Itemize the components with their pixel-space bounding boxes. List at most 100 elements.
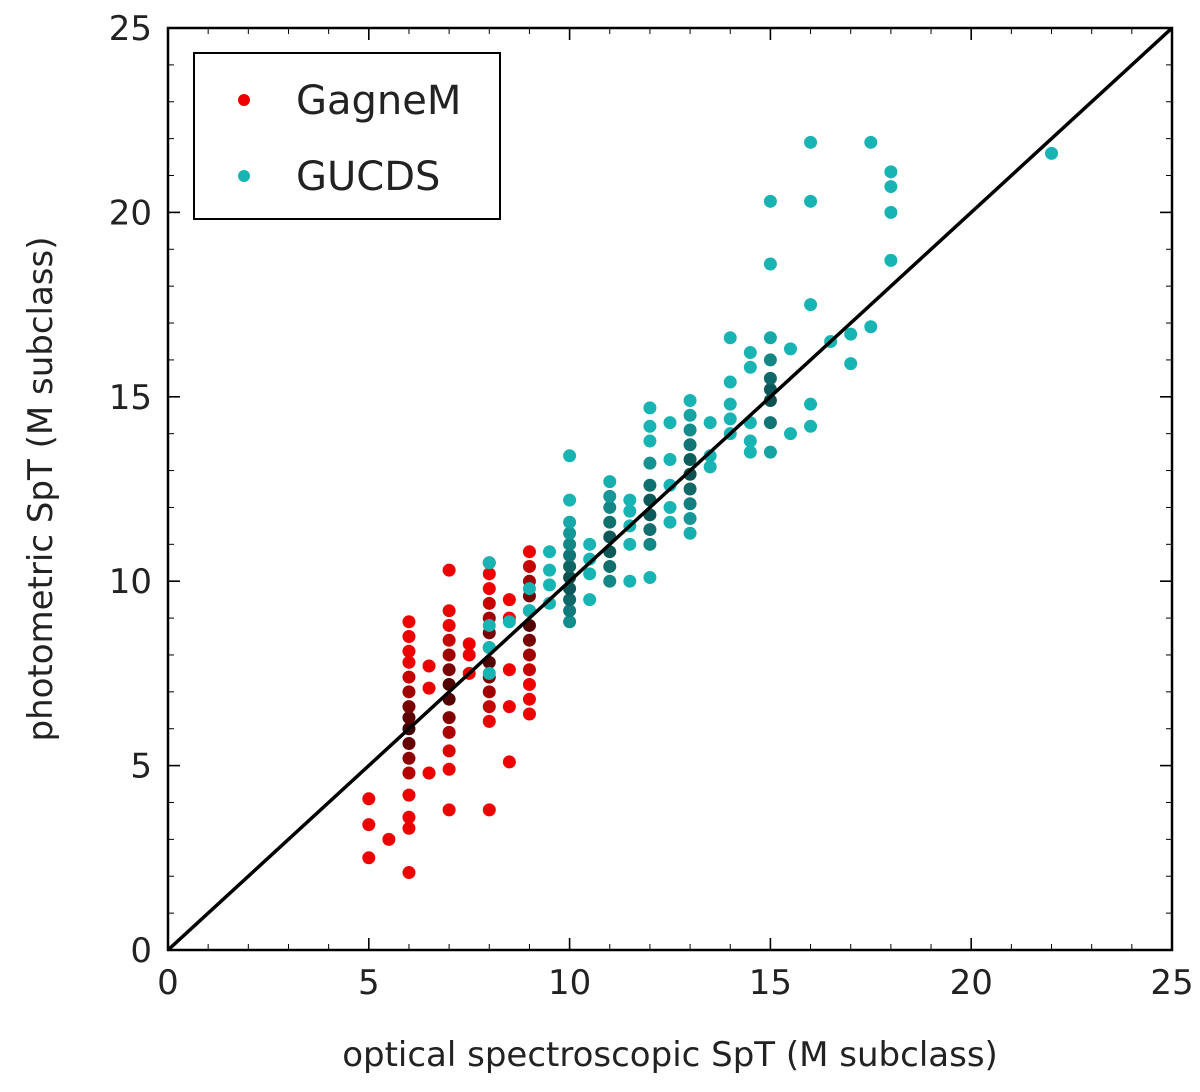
- y-tick-label: 10: [109, 562, 152, 602]
- legend-marker-gucds: [238, 170, 250, 182]
- data-point-gucds: [723, 412, 737, 426]
- data-point-gucds: [804, 397, 818, 411]
- data-point-gucds: [663, 416, 677, 430]
- data-point-gagnem: [402, 751, 416, 765]
- y-tick-label: 20: [109, 193, 152, 233]
- data-point-gagnem: [442, 663, 456, 677]
- data-point-gucds: [482, 618, 496, 632]
- data-point-gucds: [703, 460, 717, 474]
- series-gagnem: [362, 545, 536, 880]
- plot-frame: [166, 26, 1174, 952]
- y-tick-label: 5: [130, 747, 152, 787]
- data-point-gucds: [683, 408, 697, 422]
- data-point-gagnem: [422, 681, 436, 695]
- data-point-gagnem: [482, 596, 496, 610]
- data-point-gagnem: [442, 563, 456, 577]
- data-point-gucds: [563, 615, 577, 629]
- data-point-gucds: [783, 427, 797, 441]
- data-point-gucds: [804, 194, 818, 208]
- data-point-gucds: [543, 596, 557, 610]
- data-point-gagnem: [442, 711, 456, 725]
- data-point-gagnem: [522, 707, 536, 721]
- data-point-gucds: [683, 512, 697, 526]
- data-point-gagnem: [382, 832, 396, 846]
- x-tick-label: 20: [950, 963, 993, 1003]
- legend-marker-gagnem: [238, 94, 250, 106]
- data-point-gucds: [623, 493, 637, 507]
- data-point-gagnem: [402, 711, 416, 725]
- data-point-gucds: [683, 438, 697, 452]
- data-point-gucds: [743, 434, 757, 448]
- data-point-gucds: [583, 593, 597, 607]
- y-tick-label: 15: [109, 378, 152, 418]
- data-point-gucds: [643, 419, 657, 433]
- data-point-gucds: [763, 257, 777, 271]
- data-point-gucds: [603, 489, 617, 503]
- data-point-gucds: [603, 500, 617, 514]
- y-tick-labels: 0 5 10 15 20 25: [109, 9, 152, 971]
- data-point-gucds: [864, 135, 878, 149]
- data-point-gucds: [683, 497, 697, 511]
- data-point-gucds: [683, 393, 697, 407]
- data-point-gucds: [683, 526, 697, 540]
- data-point-gagnem: [502, 700, 516, 714]
- data-point-gagnem: [402, 644, 416, 658]
- data-point-gagnem: [442, 648, 456, 662]
- data-point-gucds: [563, 537, 577, 551]
- data-point-gagnem: [482, 803, 496, 817]
- x-tick-labels: 0 5 10 15 20 25: [157, 963, 1193, 1003]
- data-point-gucds: [482, 666, 496, 680]
- data-point-gagnem: [402, 766, 416, 780]
- data-point-gucds: [884, 253, 898, 267]
- legend-label-gucds: GUCDS: [296, 154, 440, 200]
- data-point-gucds: [643, 456, 657, 470]
- data-point-gagnem: [502, 593, 516, 607]
- data-point-gucds: [743, 360, 757, 374]
- data-point-gagnem: [362, 818, 376, 832]
- data-point-gagnem: [462, 648, 476, 662]
- legend-box: [193, 52, 501, 220]
- legend-label-gagnem: GagneM: [296, 78, 461, 124]
- data-point-gagnem: [482, 567, 496, 581]
- data-point-gagnem: [402, 655, 416, 669]
- x-tick-label: 25: [1150, 963, 1193, 1003]
- data-point-gagnem: [362, 792, 376, 806]
- data-point-gucds: [643, 401, 657, 415]
- data-point-gucds: [603, 574, 617, 588]
- data-point-gucds: [643, 478, 657, 492]
- data-point-gagnem: [442, 618, 456, 632]
- data-point-gucds: [543, 563, 557, 577]
- data-point-gagnem: [522, 633, 536, 647]
- data-point-gucds: [522, 582, 536, 596]
- data-point-gagnem: [442, 762, 456, 776]
- data-point-gagnem: [482, 714, 496, 728]
- data-point-gagnem: [442, 604, 456, 618]
- data-point-gucds: [683, 482, 697, 496]
- y-axis-label: photometric SpT (M subclass): [21, 236, 61, 741]
- data-point-gagnem: [402, 685, 416, 699]
- data-point-gucds: [763, 194, 777, 208]
- data-point-gagnem: [422, 766, 436, 780]
- data-point-gucds: [643, 571, 657, 585]
- data-point-gucds: [663, 515, 677, 529]
- data-point-gucds: [583, 567, 597, 581]
- data-point-gucds: [583, 552, 597, 566]
- data-point-gagnem: [522, 545, 536, 559]
- x-tick-label: 15: [749, 963, 792, 1003]
- data-point-gucds: [743, 445, 757, 459]
- data-point-gucds: [884, 165, 898, 179]
- data-point-gucds: [643, 537, 657, 551]
- data-point-gucds: [563, 526, 577, 540]
- data-point-gagnem: [402, 615, 416, 629]
- data-point-gucds: [864, 320, 878, 334]
- data-point-gucds: [603, 515, 617, 529]
- data-point-gucds: [603, 475, 617, 489]
- data-point-gucds: [543, 578, 557, 592]
- data-point-gucds: [763, 353, 777, 367]
- data-point-gucds: [683, 467, 697, 481]
- data-point-gucds: [1045, 146, 1059, 160]
- data-point-gagnem: [502, 663, 516, 677]
- x-tick-label: 5: [358, 963, 380, 1003]
- data-point-gucds: [763, 445, 777, 459]
